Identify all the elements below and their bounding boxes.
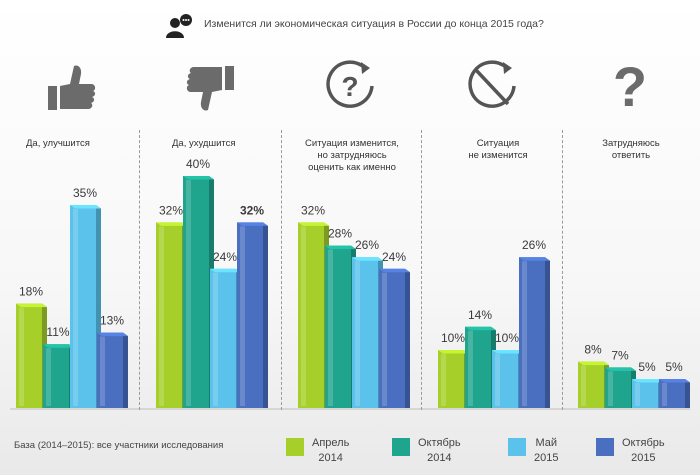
data-label: 10% bbox=[441, 331, 465, 345]
data-label: 28% bbox=[328, 227, 352, 241]
bar bbox=[519, 257, 550, 408]
data-label: 8% bbox=[584, 343, 602, 357]
thumbs-down-icon bbox=[186, 66, 234, 111]
group-separator bbox=[139, 130, 140, 410]
legend-label: Май 2015 bbox=[534, 437, 559, 464]
bar bbox=[492, 350, 523, 408]
data-label: 13% bbox=[100, 314, 124, 328]
category-label: Ситуация изменится, но затрудняюсь оцени… bbox=[305, 138, 399, 173]
legend-swatch bbox=[508, 438, 526, 456]
data-label: 5% bbox=[638, 360, 656, 374]
bar bbox=[43, 344, 74, 408]
legend-label: Октябрь 2015 bbox=[622, 437, 665, 464]
no-change-icon bbox=[468, 60, 516, 108]
data-label: 7% bbox=[611, 348, 629, 362]
category-label: Затрудняюсь ответить bbox=[602, 138, 660, 161]
data-label: 35% bbox=[73, 186, 97, 200]
svg-text:?: ? bbox=[341, 71, 358, 102]
data-label: 10% bbox=[495, 331, 519, 345]
data-label: 32% bbox=[301, 203, 325, 217]
bar bbox=[605, 367, 636, 408]
thumbs-up-icon bbox=[48, 65, 96, 110]
bar bbox=[210, 268, 241, 408]
data-label: 26% bbox=[522, 238, 546, 252]
users-icon bbox=[166, 14, 192, 38]
bar bbox=[16, 303, 47, 408]
bar bbox=[237, 222, 268, 408]
bar bbox=[97, 332, 128, 408]
data-label: 11% bbox=[46, 325, 69, 339]
category-label: Да, улучшится bbox=[26, 138, 90, 149]
data-label: 14% bbox=[468, 308, 492, 322]
bar bbox=[298, 222, 329, 408]
category-label: Да, ухудшится bbox=[172, 138, 236, 149]
legend-label: Апрель 2014 bbox=[312, 437, 350, 464]
bar bbox=[352, 257, 383, 408]
question-mark-icon: ? bbox=[613, 55, 647, 114]
data-label: 26% bbox=[355, 238, 379, 252]
category-label: Ситуация не изменится bbox=[468, 138, 528, 161]
group-separator bbox=[281, 130, 282, 410]
bar bbox=[659, 379, 690, 408]
bar bbox=[70, 205, 101, 408]
data-label: 24% bbox=[213, 250, 237, 264]
data-label: 24% bbox=[382, 250, 406, 264]
data-label: 18% bbox=[19, 285, 43, 299]
data-label: 5% bbox=[665, 360, 683, 374]
bar bbox=[183, 176, 214, 408]
bar bbox=[465, 326, 496, 408]
data-label: 32% bbox=[240, 203, 264, 217]
bar bbox=[438, 350, 469, 408]
bar bbox=[156, 222, 187, 408]
svg-text:?: ? bbox=[613, 55, 647, 114]
data-label: 40% bbox=[186, 157, 210, 171]
legend-swatch bbox=[596, 438, 614, 456]
group-separator bbox=[421, 130, 422, 410]
bar bbox=[578, 361, 609, 408]
group-separator bbox=[562, 130, 563, 410]
legend-label: Октябрь 2014 bbox=[418, 437, 461, 464]
footnote: База (2014–2015): все участники исследов… bbox=[14, 440, 224, 451]
bar bbox=[379, 268, 410, 408]
bar bbox=[632, 379, 663, 408]
question-circle-icon: ? bbox=[326, 60, 374, 108]
question-title: Изменится ли экономическая ситуация в Ро… bbox=[204, 18, 544, 30]
legend-swatch bbox=[286, 438, 304, 456]
bar bbox=[325, 245, 356, 408]
data-label: 32% bbox=[159, 203, 183, 217]
legend-swatch bbox=[392, 438, 410, 456]
